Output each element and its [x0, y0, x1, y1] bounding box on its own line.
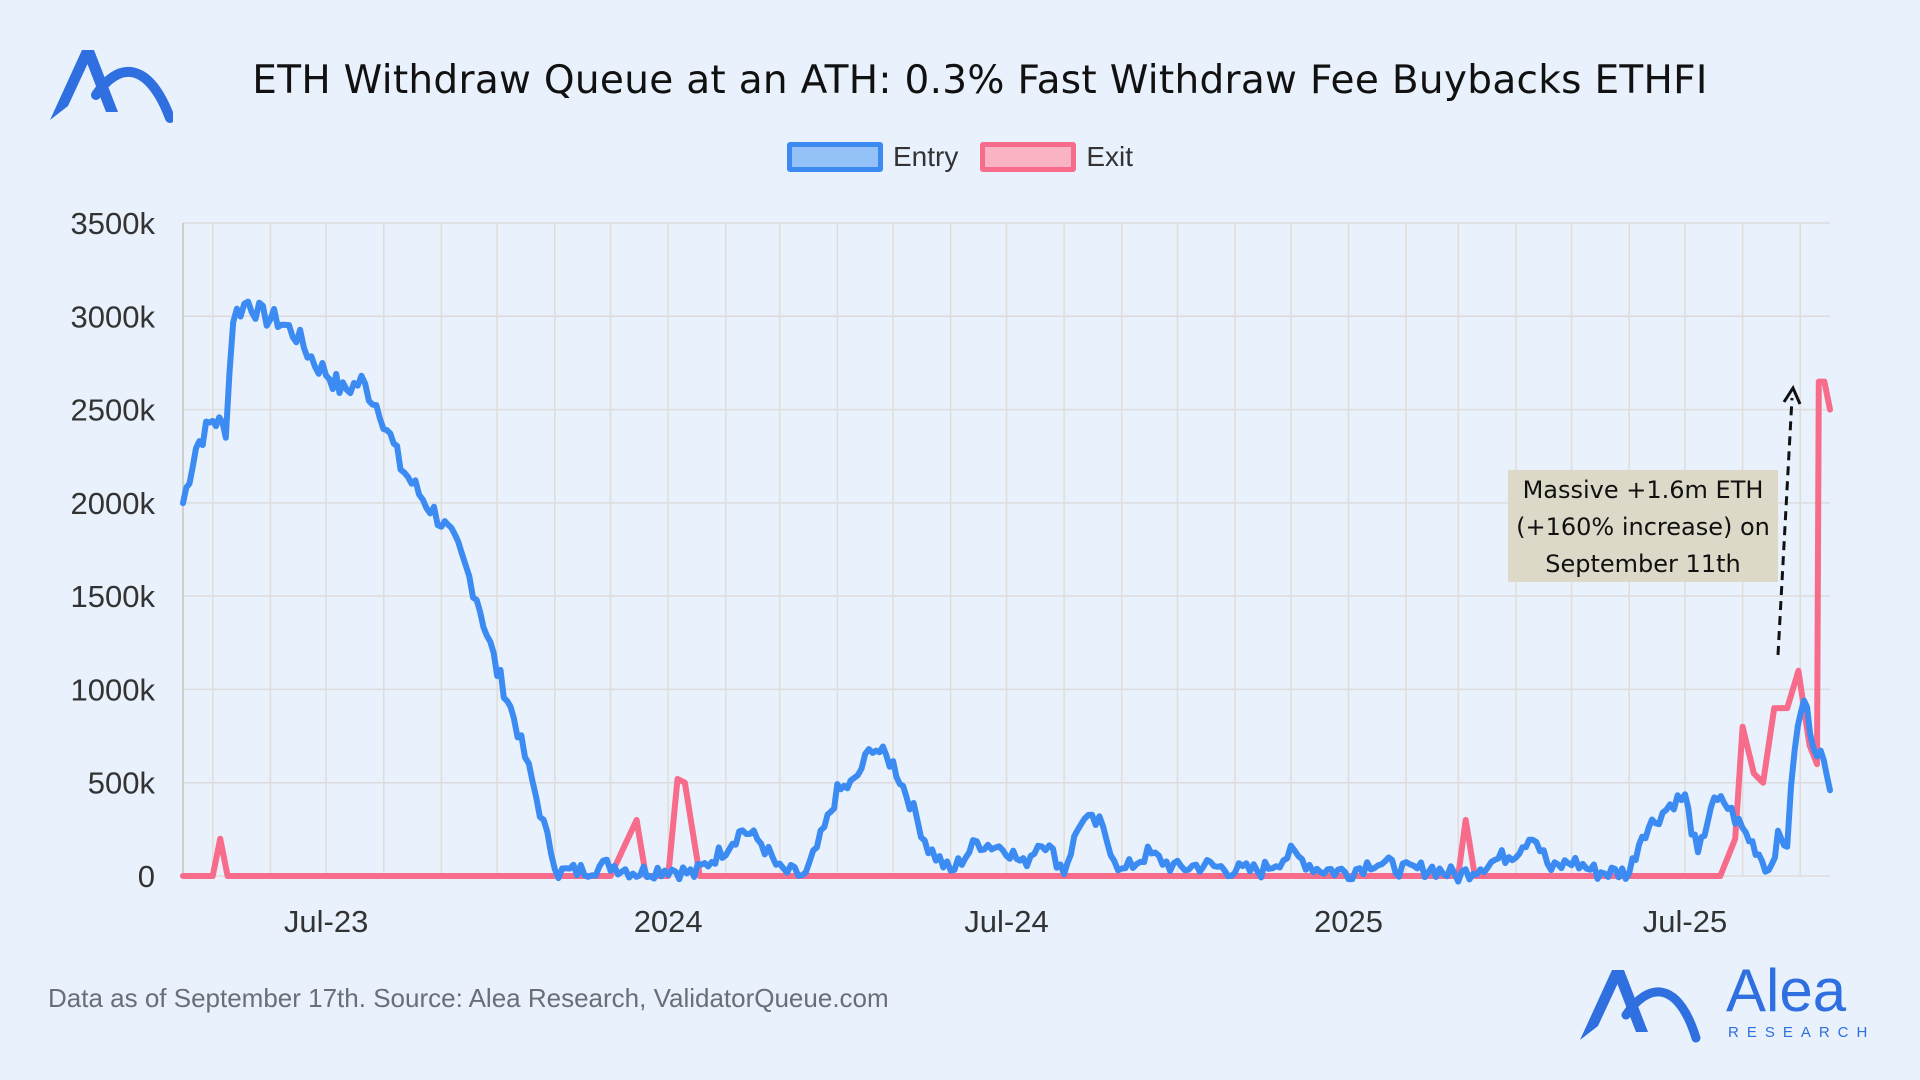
legend-label-entry: Entry [892, 141, 959, 172]
alea-logo-icon [50, 50, 173, 123]
y-tick-label: 3500k [71, 206, 156, 241]
y-tick-label: 500k [88, 766, 156, 801]
x-tick-label: Jul-24 [964, 904, 1048, 939]
alea-brand-mark-icon [1580, 970, 1701, 1043]
brand-subtitle: RESEARCH [1728, 1024, 1875, 1041]
annotation-box: Massive +1.6m ETH (+160% increase) on Se… [1508, 470, 1778, 582]
legend-item-entry[interactable]: Entry [786, 141, 959, 173]
x-tick-label: Jul-25 [1643, 904, 1727, 939]
arrow-head-icon [1782, 384, 1802, 405]
legend-item-exit[interactable]: Exit [980, 141, 1133, 173]
series-line-entry [180, 298, 1833, 885]
annotation-arrow-line [1776, 397, 1794, 656]
x-tick-label: Jul-23 [284, 904, 368, 939]
x-tick-label: 2024 [634, 904, 703, 939]
y-tick-label: 1000k [71, 672, 156, 707]
y-tick-label: 2500k [71, 393, 156, 428]
legend-swatch-entry [786, 142, 883, 172]
legend-swatch-exit [980, 142, 1077, 172]
brand-name: Alea [1726, 957, 1847, 1024]
y-tick-label: 3000k [71, 299, 156, 334]
x-tick-label: 2025 [1314, 904, 1383, 939]
y-tick-label: 0 [138, 859, 155, 894]
alea-research-logo: Alea RESEARCH [1580, 957, 1875, 1043]
annotation-line-3: September 11th [1545, 550, 1741, 578]
y-tick-label: 1500k [71, 579, 156, 614]
chart-legend: Entry Exit [0, 141, 1920, 173]
y-tick-label: 2000k [71, 486, 156, 521]
legend-label-exit: Exit [1086, 141, 1134, 172]
annotation-line-2: (+160% increase) on [1516, 513, 1770, 541]
series-line-exit [180, 378, 1833, 879]
source-footnote: Data as of September 17th. Source: Alea … [48, 983, 889, 1013]
annotation-line-1: Massive +1.6m ETH [1522, 476, 1764, 504]
chart-title: ETH Withdraw Queue at an ATH: 0.3% Fast … [252, 58, 1708, 103]
